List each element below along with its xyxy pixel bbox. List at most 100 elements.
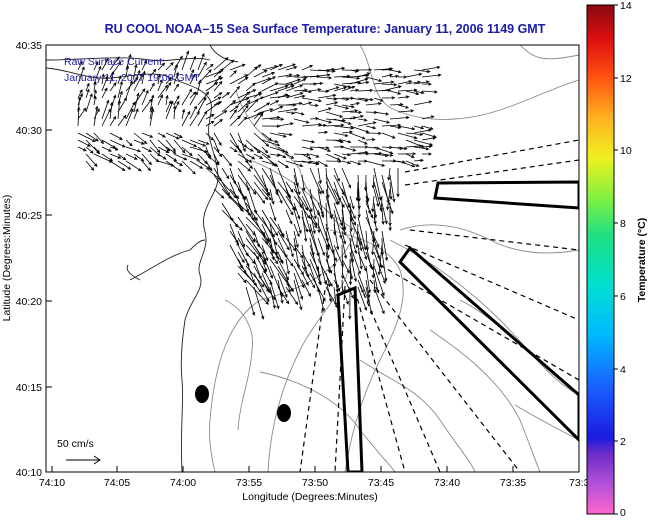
current-vector bbox=[357, 72, 371, 78]
current-vector bbox=[277, 286, 290, 305]
current-vector bbox=[317, 265, 322, 286]
current-vector bbox=[101, 87, 108, 99]
current-vector bbox=[133, 132, 148, 145]
current-vector bbox=[205, 63, 214, 71]
current-vector bbox=[165, 146, 177, 154]
current-vector bbox=[357, 68, 373, 72]
current-vector bbox=[309, 81, 324, 86]
current-vector bbox=[371, 195, 375, 213]
current-vector bbox=[245, 153, 256, 160]
current-vector bbox=[93, 146, 101, 154]
current-vector bbox=[189, 111, 200, 127]
current-vector bbox=[229, 97, 250, 106]
current-vector bbox=[333, 286, 338, 307]
current-vector bbox=[221, 167, 230, 180]
current-vector bbox=[413, 90, 425, 95]
y-tick-label: 40:35 bbox=[16, 40, 42, 52]
current-vector bbox=[333, 279, 341, 292]
current-vector bbox=[413, 146, 430, 151]
current-vector bbox=[133, 108, 139, 120]
current-vector bbox=[341, 286, 349, 305]
current-vector bbox=[237, 139, 248, 148]
current-vector bbox=[413, 125, 425, 130]
current-vector bbox=[157, 73, 161, 85]
x-tick-label: 73:55 bbox=[236, 477, 262, 489]
current-vector bbox=[181, 50, 190, 71]
current-vector bbox=[371, 258, 375, 279]
current-vector bbox=[373, 80, 395, 85]
current-vector bbox=[293, 244, 304, 259]
current-vector bbox=[109, 160, 126, 172]
current-vector bbox=[245, 66, 258, 78]
current-vector bbox=[109, 115, 117, 127]
current-vector bbox=[293, 258, 304, 276]
current-vector bbox=[381, 251, 388, 282]
current-vector bbox=[293, 195, 311, 219]
current-vector bbox=[269, 100, 280, 106]
current-vector bbox=[149, 68, 157, 78]
current-vector bbox=[341, 146, 357, 152]
current-vector bbox=[397, 104, 410, 109]
current-vector bbox=[149, 139, 161, 154]
current-vector bbox=[301, 265, 316, 289]
current-vector bbox=[237, 230, 245, 248]
current-vector bbox=[405, 132, 424, 136]
current-vector bbox=[253, 272, 270, 303]
current-vector bbox=[253, 112, 264, 127]
current-vector bbox=[397, 132, 418, 140]
current-vector bbox=[365, 244, 373, 269]
current-vector bbox=[165, 100, 172, 113]
current-vector bbox=[213, 80, 223, 92]
current-vector bbox=[117, 153, 127, 161]
current-vector bbox=[173, 55, 183, 71]
current-vector bbox=[141, 89, 149, 106]
current-vector bbox=[285, 66, 298, 71]
current-vector bbox=[253, 286, 265, 320]
current-vector bbox=[77, 92, 83, 106]
current-vector bbox=[377, 244, 383, 276]
scale-arrow bbox=[66, 455, 101, 465]
current-vector bbox=[349, 97, 369, 102]
current-vector bbox=[109, 56, 120, 71]
current-vector bbox=[245, 181, 258, 215]
current-vector bbox=[277, 84, 295, 92]
current-vector bbox=[301, 216, 309, 233]
current-vector bbox=[333, 104, 350, 110]
current-vector bbox=[237, 167, 257, 195]
current-vector bbox=[229, 188, 240, 199]
current-vector bbox=[181, 160, 196, 175]
current-vector bbox=[349, 265, 354, 280]
current-vector bbox=[388, 209, 392, 232]
current-vector bbox=[229, 216, 239, 228]
current-vector bbox=[109, 61, 122, 78]
current-vector bbox=[325, 67, 336, 72]
current-vector bbox=[309, 167, 322, 195]
current-vector bbox=[253, 91, 262, 99]
current-vector bbox=[237, 89, 257, 99]
annotation-line1: Raw Surface Current: bbox=[64, 56, 165, 68]
current-vector bbox=[133, 139, 145, 145]
annotation-line2: January 11, 2007 19:00 GMT bbox=[64, 72, 200, 84]
current-vector bbox=[301, 209, 308, 243]
current-vector bbox=[325, 101, 339, 106]
current-vector bbox=[317, 202, 324, 216]
current-vector bbox=[413, 69, 431, 74]
current-vector bbox=[365, 202, 373, 219]
current-vector bbox=[389, 174, 396, 203]
current-vector bbox=[397, 80, 413, 85]
current-vector bbox=[245, 272, 262, 293]
current-vector bbox=[261, 258, 268, 273]
current-vector bbox=[213, 92, 223, 99]
colorbar-tick-label: 2 bbox=[620, 436, 626, 448]
current-vector bbox=[173, 63, 179, 78]
current-vector bbox=[293, 279, 303, 311]
current-vector bbox=[221, 91, 231, 99]
current-vector bbox=[197, 79, 202, 92]
current-vector bbox=[253, 167, 269, 192]
current-vector bbox=[365, 216, 380, 248]
current-vector bbox=[125, 80, 133, 99]
current-vector bbox=[157, 160, 175, 167]
current-vector bbox=[85, 92, 93, 113]
current-vector bbox=[341, 258, 350, 274]
